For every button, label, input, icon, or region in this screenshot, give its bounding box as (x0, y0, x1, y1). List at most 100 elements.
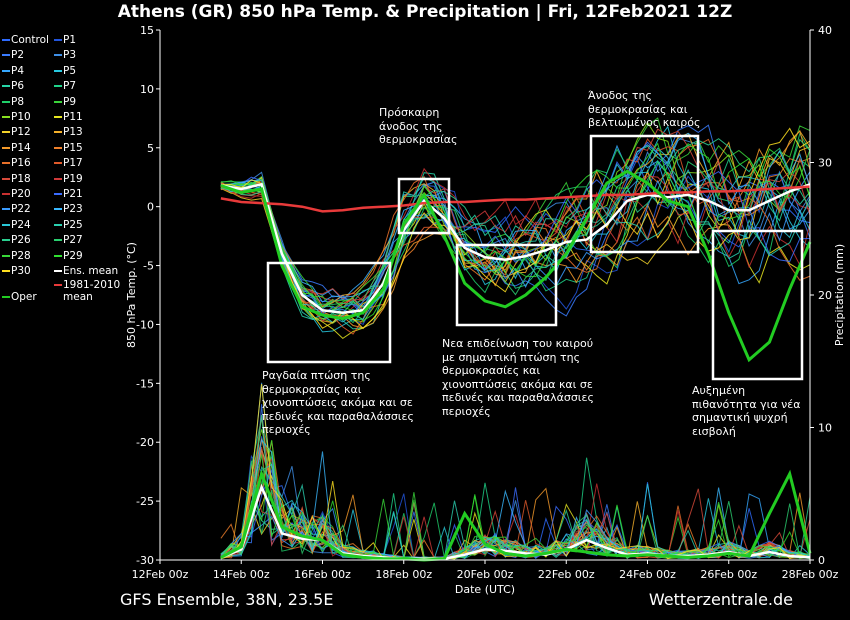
legend-swatch (2, 223, 10, 226)
legend-label: P26 (11, 234, 31, 247)
annotation-cold-risk: Αυξημένη πιθανότητα για νέα σημαντική ψυ… (692, 384, 801, 438)
legend-item: P20 (2, 188, 31, 200)
legend-label: P23 (63, 203, 83, 216)
legend-label: P16 (11, 157, 31, 170)
annotation-boxes (266, 134, 804, 381)
legend-label: P7 (63, 80, 77, 93)
legend-item: P15 (54, 142, 83, 154)
member-temp-line (220, 167, 811, 322)
y-tick-label: -30 (136, 554, 154, 567)
x-tick-label: 16Feb 00z (294, 568, 351, 581)
annotation-warming-improvement: Άνοδος της θερμοκρασίας και βελτιωμένος … (588, 89, 701, 129)
legend-item: P2 (2, 49, 24, 61)
legend-item: P8 (2, 96, 24, 108)
legend-item: P30 (2, 265, 31, 277)
legend-label: P21 (63, 188, 83, 200)
legend-item: P12 (2, 126, 31, 138)
member-temp-line (220, 138, 811, 307)
highlighted-series-lines (220, 169, 812, 562)
y-tick-label: 5 (147, 142, 154, 155)
legend-item: P9 (54, 96, 76, 108)
member-temp-line (220, 138, 811, 335)
legend-swatch (2, 177, 10, 180)
legend-label: P13 (63, 126, 83, 139)
legend-label: P5 (63, 64, 77, 77)
legend-swatch (54, 100, 62, 103)
member-temp-line (220, 129, 811, 329)
legend-label: P22 (11, 203, 31, 216)
legend-label: P6 (11, 80, 25, 93)
legend-item: P6 (2, 80, 24, 92)
legend-swatch (54, 146, 62, 149)
legend-swatch (54, 193, 62, 195)
legend-item: P24 (2, 219, 31, 231)
y-tick-label: -20 (136, 436, 154, 449)
legend-swatch (54, 85, 62, 88)
y2-tick-label: 40 (818, 24, 832, 37)
x-tick-label: 12Feb 00z (132, 568, 189, 581)
ens-mean-temp-line (220, 182, 811, 314)
legend-swatch (54, 283, 62, 286)
legend-label: P14 (11, 141, 31, 154)
y-tick-label: 0 (147, 201, 154, 214)
legend-swatch (2, 146, 10, 149)
legend-label: P17 (63, 157, 83, 170)
legend-label: Oper (11, 291, 37, 304)
member-temp-line (220, 125, 811, 333)
annotation-box (266, 261, 392, 364)
legend-label: P15 (63, 141, 83, 154)
legend-item: P16 (2, 157, 31, 169)
legend-item: P11 (54, 111, 83, 123)
legend-swatch (2, 296, 10, 299)
legend-item: P10 (2, 111, 31, 123)
legend-swatch (2, 69, 10, 72)
y2-axis-label: Precipitation (mm) (833, 244, 846, 346)
legend-item: P18 (2, 173, 31, 185)
legend-swatch (2, 131, 10, 134)
legend-swatch (54, 116, 62, 118)
x-tick-label: 28Feb 00z (782, 568, 839, 581)
annotation-box (711, 229, 804, 381)
chart-title: Athens (GR) 850 hPa Temp. & Precipitatio… (117, 2, 733, 22)
member-temp-line (220, 169, 811, 340)
annotation-new-deterioration: Νεα επιδείνωση του καιρού με σημαντική π… (442, 337, 594, 418)
legend-item: P14 (2, 142, 31, 154)
y-tick-label: 15 (140, 24, 154, 37)
legend-label: P1 (63, 34, 77, 46)
legend-swatch (2, 162, 10, 165)
member-temp-line (220, 124, 811, 317)
legend-swatch (54, 254, 62, 257)
legend-label: P12 (11, 126, 31, 139)
member-temp-line (220, 175, 811, 304)
legend-swatch (2, 85, 10, 88)
footer-model: GFS Ensemble, 38N, 23.5E (120, 590, 334, 609)
member-temp-line (220, 132, 811, 303)
annotation-cold-outbreak: Ραγδαία πτώση της θερμοκρασίας και χιονο… (262, 369, 414, 436)
member-temp-line (220, 138, 811, 309)
x-tick-label: 24Feb 00z (619, 568, 676, 581)
legend-swatch (54, 208, 62, 211)
ensemble-member-lines (220, 117, 811, 561)
footer-site: Wetterzentrale.de (648, 590, 793, 609)
legend-label: P24 (11, 218, 31, 231)
legend: Control P1 P2 P3 P4 P5 P6 P7 P8 P9 P10 P11 P12 P13 P14… (0, 34, 130, 314)
legend-label: P18 (11, 172, 31, 185)
y-tick-label: -5 (143, 260, 154, 273)
legend-label: P29 (63, 249, 83, 262)
legend-swatch (2, 39, 10, 41)
x-tick-label: 18Feb 00z (375, 568, 432, 581)
legend-swatch (2, 54, 10, 57)
legend-item: P23 (54, 203, 83, 215)
legend-item: 1981-2010 mean (54, 279, 125, 303)
legend-swatch (2, 254, 10, 257)
legend-label: P28 (11, 249, 31, 262)
legend-swatch (2, 100, 10, 103)
legend-label: 1981-2010 mean (63, 278, 121, 303)
legend-swatch (54, 177, 62, 180)
legend-item: P4 (2, 65, 24, 77)
legend-item: P25 (54, 219, 83, 231)
legend-item: P7 (54, 80, 76, 92)
legend-swatch (54, 39, 62, 41)
legend-item: P3 (54, 49, 76, 61)
